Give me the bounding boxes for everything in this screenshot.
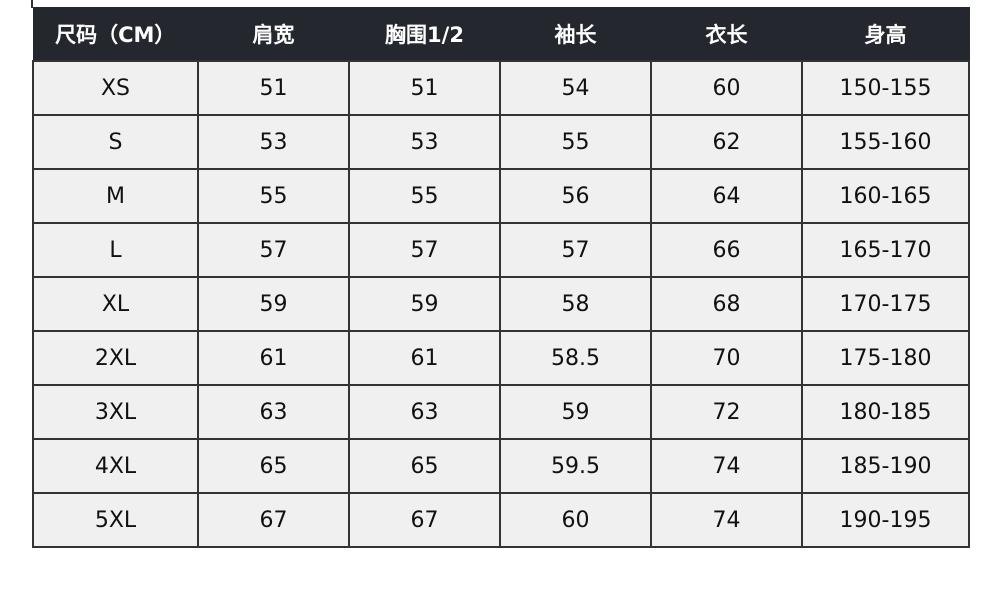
table-row: 4XL 65 65 59.5 74 185-190	[32, 438, 970, 494]
table-cell: 175-180	[801, 330, 970, 386]
table-row: 3XL 63 63 59 72 180-185	[32, 384, 970, 440]
table-cell: 59	[499, 384, 652, 440]
header-row: 尺码（CM） 肩宽 胸围1/2 袖长 衣长 身高	[33, 7, 970, 61]
column-header: 肩宽	[198, 7, 350, 61]
table-cell: 56	[499, 168, 652, 224]
table-cell: 65	[197, 438, 350, 494]
table-cell: 65	[348, 438, 501, 494]
table-cell: 64	[650, 168, 803, 224]
table-cell: S	[32, 114, 199, 170]
table-row: L 57 57 57 66 165-170	[32, 222, 970, 278]
table-cell: 51	[197, 60, 350, 116]
table-cell: 2XL	[32, 330, 199, 386]
table-row: XL 59 59 58 68 170-175	[32, 276, 970, 332]
table-cell: M	[32, 168, 199, 224]
table-cell: XL	[32, 276, 199, 332]
table-cell: 55	[348, 168, 501, 224]
table-cell: 61	[348, 330, 501, 386]
table-cell: 67	[197, 492, 350, 548]
table-row: 2XL 61 61 58.5 70 175-180	[32, 330, 970, 386]
size-chart-table: 尺码（CM） 肩宽 胸围1/2 袖长 衣长 身高 XS 51 51 54 60 150-155 S 53…	[32, 7, 970, 548]
table-row: 5XL 67 67 60 74 190-195	[32, 492, 970, 548]
table-cell: 55	[499, 114, 652, 170]
table-cell: XS	[32, 60, 199, 116]
table-cell: 57	[499, 222, 652, 278]
column-header: 尺码（CM）	[33, 7, 199, 61]
table-cell: 53	[348, 114, 501, 170]
table-cell: 59	[348, 276, 501, 332]
table-cell: 67	[348, 492, 501, 548]
table-cell: 170-175	[801, 276, 970, 332]
table-cell: 70	[650, 330, 803, 386]
table-row: S 53 53 55 62 155-160	[32, 114, 970, 170]
column-header: 衣长	[651, 7, 803, 61]
table-cell: 150-155	[801, 60, 970, 116]
table-cell: 68	[650, 276, 803, 332]
table-cell: 4XL	[32, 438, 199, 494]
table-cell: 51	[348, 60, 501, 116]
table-cell: 58.5	[499, 330, 652, 386]
column-header: 袖长	[500, 7, 652, 61]
table-cell: 60	[499, 492, 652, 548]
table-top-border	[31, 0, 33, 8]
table-cell: 66	[650, 222, 803, 278]
table-cell: L	[32, 222, 199, 278]
table-cell: 57	[348, 222, 501, 278]
table-cell: 160-165	[801, 168, 970, 224]
table-cell: 165-170	[801, 222, 970, 278]
column-header: 胸围1/2	[349, 7, 501, 61]
table-cell: 57	[197, 222, 350, 278]
table-cell: 180-185	[801, 384, 970, 440]
table-cell: 155-160	[801, 114, 970, 170]
table-cell: 5XL	[32, 492, 199, 548]
table-cell: 190-195	[801, 492, 970, 548]
table-cell: 3XL	[32, 384, 199, 440]
table-cell: 60	[650, 60, 803, 116]
column-header: 身高	[802, 7, 970, 61]
table-cell: 59	[197, 276, 350, 332]
table-cell: 59.5	[499, 438, 652, 494]
table-cell: 53	[197, 114, 350, 170]
table-cell: 61	[197, 330, 350, 386]
table-cell: 55	[197, 168, 350, 224]
table-cell: 54	[499, 60, 652, 116]
table-cell: 74	[650, 492, 803, 548]
table-cell: 63	[197, 384, 350, 440]
table-cell: 72	[650, 384, 803, 440]
table-cell: 58	[499, 276, 652, 332]
table-cell: 62	[650, 114, 803, 170]
table-row: XS 51 51 54 60 150-155	[32, 60, 970, 116]
table-cell: 63	[348, 384, 501, 440]
table-cell: 185-190	[801, 438, 970, 494]
table-row: M 55 55 56 64 160-165	[32, 168, 970, 224]
table-cell: 74	[650, 438, 803, 494]
